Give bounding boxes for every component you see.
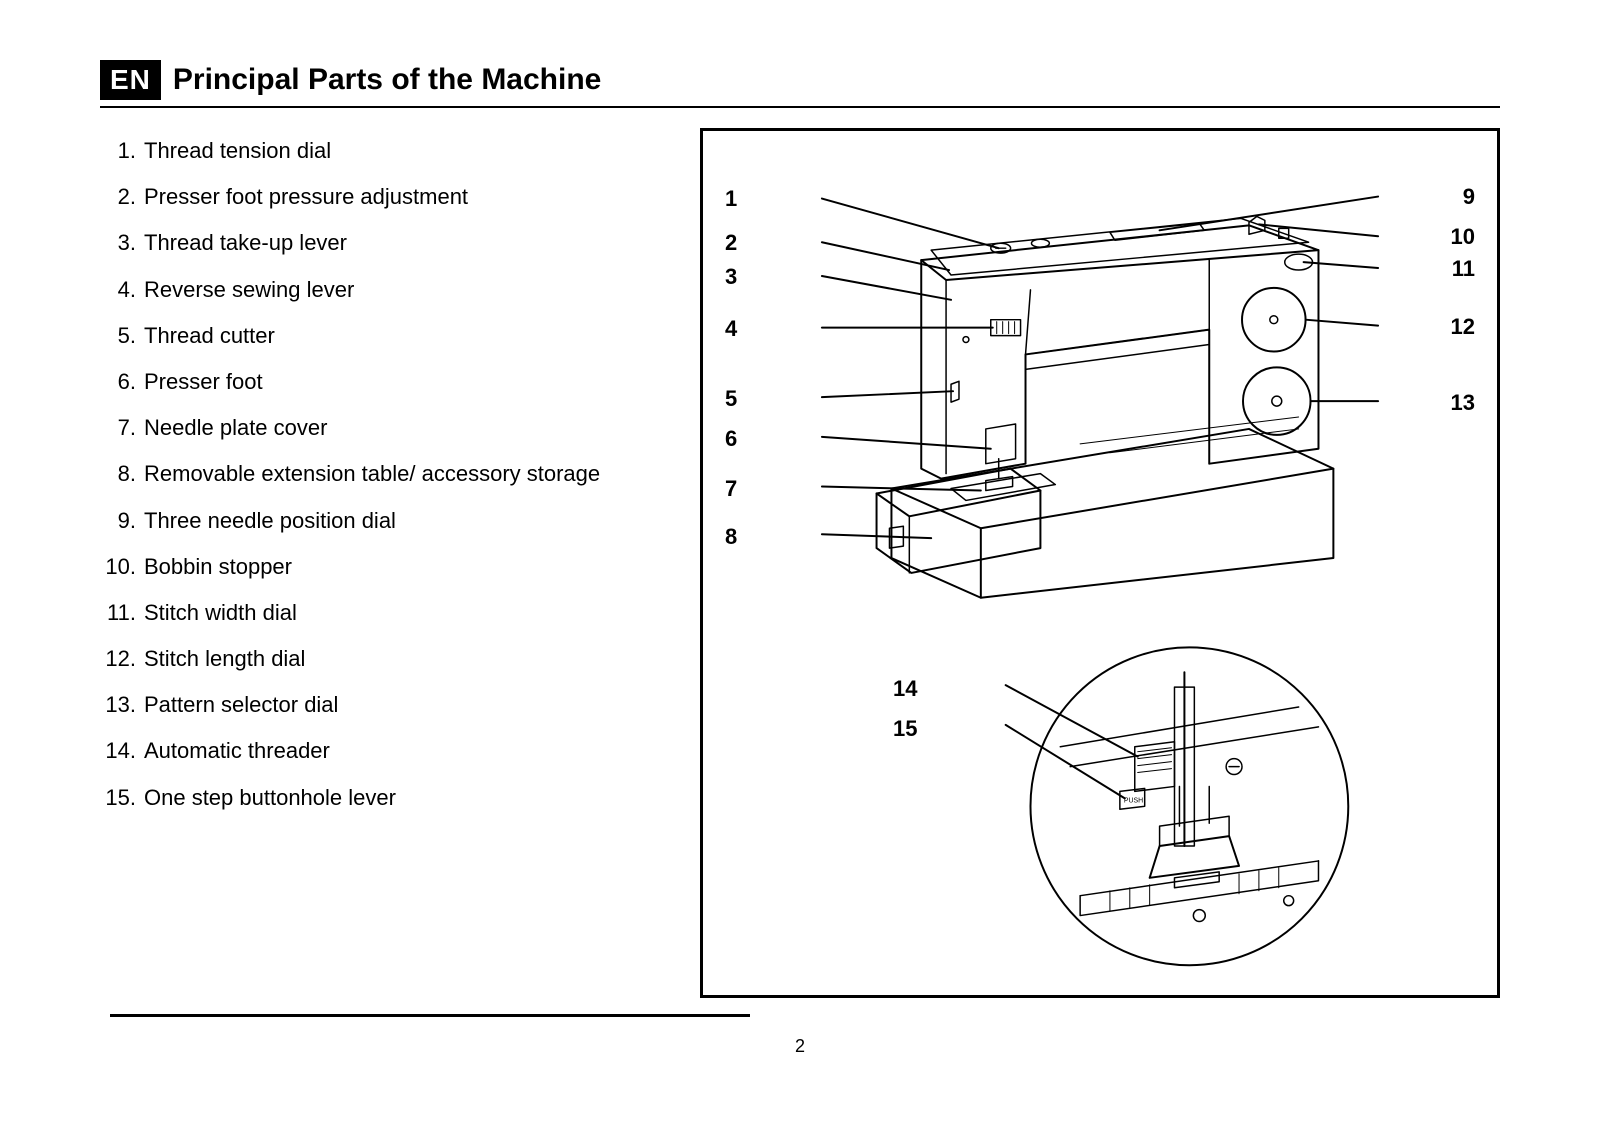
- callout-number: 2: [725, 230, 737, 256]
- item-number: 10.: [100, 544, 144, 590]
- item-label: Stitch length dial: [144, 636, 305, 682]
- item-number: 9.: [100, 498, 144, 544]
- callout-number: 13: [1451, 390, 1475, 416]
- item-number: 1.: [100, 128, 144, 174]
- callout-number: 11: [1452, 256, 1475, 282]
- callout-number: 15: [893, 716, 917, 742]
- callout-number: 5: [725, 386, 737, 412]
- item-label: Reverse sewing lever: [144, 267, 354, 313]
- callout-number: 12: [1451, 314, 1475, 340]
- list-item: 10.Bobbin stopper: [100, 544, 660, 590]
- callout-number: 7: [725, 476, 737, 502]
- item-label: Thread cutter: [144, 313, 275, 359]
- list-item: 13.Pattern selector dial: [100, 682, 660, 728]
- item-label: One step buttonhole lever: [144, 775, 396, 821]
- item-label: Thread take-up lever: [144, 220, 347, 266]
- list-item: 6.Presser foot: [100, 359, 660, 405]
- item-label: Thread tension dial: [144, 128, 331, 174]
- list-item: 5.Thread cutter: [100, 313, 660, 359]
- list-item: 2.Presser foot pressure adjustment: [100, 174, 660, 220]
- machine-diagram: PUSH: [703, 131, 1497, 995]
- item-label: Automatic threader: [144, 728, 330, 774]
- item-number: 11.: [100, 590, 144, 636]
- item-number: 7.: [100, 405, 144, 451]
- item-number: 13.: [100, 682, 144, 728]
- footer-rule: [110, 1014, 750, 1017]
- page-number: 2: [795, 1036, 805, 1057]
- language-badge: EN: [100, 60, 161, 100]
- header-rule: [100, 106, 1500, 108]
- item-label: Stitch width dial: [144, 590, 297, 636]
- content-row: 1.Thread tension dial 2.Presser foot pre…: [100, 128, 1500, 998]
- item-label: Removable extension table/ accessory sto…: [144, 451, 600, 497]
- list-item: 11.Stitch width dial: [100, 590, 660, 636]
- page-header: EN Principal Parts of the Machine: [100, 60, 1500, 100]
- list-item: 3.Thread take-up lever: [100, 220, 660, 266]
- list-item: 9.Three needle position dial: [100, 498, 660, 544]
- page-title: Principal Parts of the Machine: [173, 63, 601, 97]
- svg-text:PUSH: PUSH: [1124, 797, 1143, 804]
- item-label: Needle plate cover: [144, 405, 327, 451]
- item-number: 3.: [100, 220, 144, 266]
- item-number: 6.: [100, 359, 144, 405]
- item-number: 12.: [100, 636, 144, 682]
- item-label: Pattern selector dial: [144, 682, 338, 728]
- item-number: 8.: [100, 451, 144, 497]
- callout-number: 8: [725, 524, 737, 550]
- list-item: 4.Reverse sewing lever: [100, 267, 660, 313]
- callout-number: 3: [725, 264, 737, 290]
- item-label: Presser foot: [144, 359, 263, 405]
- item-label: Presser foot pressure adjustment: [144, 174, 468, 220]
- item-number: 4.: [100, 267, 144, 313]
- item-label: Three needle position dial: [144, 498, 396, 544]
- callout-number: 6: [725, 426, 737, 452]
- list-item: 12.Stitch length dial: [100, 636, 660, 682]
- callout-number: 10: [1451, 224, 1475, 250]
- item-number: 14.: [100, 728, 144, 774]
- callout-number: 9: [1463, 184, 1475, 210]
- list-item: 8.Removable extension table/ accessory s…: [100, 451, 660, 497]
- list-item: 14.Automatic threader: [100, 728, 660, 774]
- diagram-frame: PUSH: [700, 128, 1500, 998]
- manual-page: EN Principal Parts of the Machine 1.Thre…: [0, 0, 1600, 1127]
- callout-number: 14: [893, 676, 917, 702]
- callout-number: 4: [725, 316, 737, 342]
- list-item: 15.One step buttonhole lever: [100, 775, 660, 821]
- item-number: 15.: [100, 775, 144, 821]
- list-item: 1.Thread tension dial: [100, 128, 660, 174]
- parts-list: 1.Thread tension dial 2.Presser foot pre…: [100, 128, 660, 821]
- list-item: 7.Needle plate cover: [100, 405, 660, 451]
- callout-number: 1: [725, 186, 737, 212]
- item-number: 5.: [100, 313, 144, 359]
- item-number: 2.: [100, 174, 144, 220]
- item-label: Bobbin stopper: [144, 544, 292, 590]
